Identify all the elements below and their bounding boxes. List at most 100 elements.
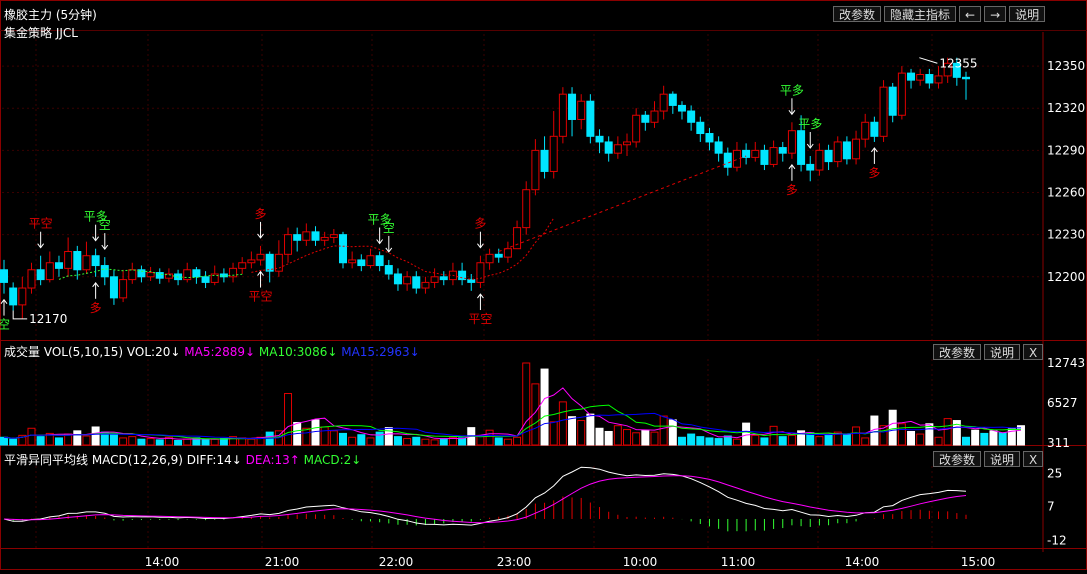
- volume-bar-down: [412, 436, 421, 446]
- trend-line: [58, 268, 243, 280]
- time-axis-label: 14:00: [845, 555, 880, 569]
- volume-modify-params-button[interactable]: 改参数: [933, 344, 982, 360]
- volume-bar-up: [18, 434, 27, 446]
- volume-bar-up: [650, 431, 659, 446]
- volume-help-button[interactable]: 说明: [984, 344, 1021, 360]
- time-axis-label: 22:00: [379, 555, 414, 569]
- macd-close-button[interactable]: X: [1023, 451, 1044, 467]
- candle-down: [797, 130, 806, 165]
- volume-bar-down: [742, 422, 751, 446]
- volume-bar-down: [458, 437, 467, 446]
- candle-down: [962, 76, 970, 80]
- time-axis-label: 10:00: [623, 555, 658, 569]
- price-tick-label: 12260: [1047, 186, 1085, 200]
- volume-bar-down: [824, 434, 833, 446]
- candle-down: [568, 93, 577, 120]
- volume-bar-up: [522, 362, 531, 446]
- macd-tick-label: 7: [1047, 499, 1055, 513]
- candle-up: [916, 74, 925, 81]
- volume-bar-up: [403, 438, 412, 446]
- candle-down: [338, 234, 347, 264]
- prev-button[interactable]: ←: [959, 6, 982, 22]
- candle-up: [522, 189, 531, 229]
- candle-up: [421, 281, 430, 289]
- volume-bar-up: [852, 426, 861, 446]
- volume-bar-up: [632, 432, 641, 446]
- macd-modify-params-button[interactable]: 改参数: [933, 451, 982, 467]
- candle-down: [870, 121, 879, 137]
- candle-up: [943, 62, 952, 77]
- volume-close-button[interactable]: X: [1023, 344, 1044, 360]
- volume-ma5-line: [3, 387, 1022, 440]
- help-button[interactable]: 说明: [1009, 6, 1046, 22]
- volume-bar-up: [558, 401, 567, 446]
- time-axis-label: 23:00: [497, 555, 532, 569]
- volume-bar-up: [531, 383, 540, 446]
- volume-bar-down: [696, 436, 705, 446]
- candle-up: [852, 138, 861, 160]
- volume-bar-up: [128, 436, 137, 446]
- candle-up: [934, 75, 943, 84]
- candle-down: [696, 121, 705, 135]
- next-button[interactable]: →: [984, 6, 1007, 22]
- trade-signal-label: 空: [383, 221, 395, 235]
- volume-ma10-line: [3, 404, 1022, 440]
- volume-bar-down: [962, 436, 970, 446]
- volume-bar-up: [549, 421, 558, 446]
- volume-bar-down: [907, 430, 916, 446]
- hide-main-indicator-button[interactable]: 隐藏主指标: [884, 6, 957, 22]
- candle-up: [485, 253, 494, 264]
- volume-bar-down: [980, 432, 989, 446]
- modify-params-button[interactable]: 改参数: [833, 6, 882, 22]
- candle-up: [751, 149, 760, 158]
- candle-up: [531, 149, 540, 191]
- candle-down: [641, 114, 650, 123]
- volume-bar-up: [183, 438, 192, 446]
- macd-help-button[interactable]: 说明: [984, 451, 1021, 467]
- signal-arrowhead: [385, 247, 393, 253]
- candle-down: [714, 141, 723, 154]
- candle-up: [897, 72, 906, 116]
- volume-bar-up: [45, 432, 54, 446]
- volume-bar-down: [439, 438, 448, 446]
- price-tick-label: 12350: [1047, 59, 1085, 73]
- volume-bar-up: [787, 434, 796, 446]
- candle-up: [558, 93, 567, 137]
- volume-bar-up: [421, 438, 430, 446]
- volume-bar-up: [613, 425, 622, 446]
- candle-down: [393, 273, 402, 285]
- candle-up: [623, 141, 632, 146]
- candle-down: [687, 110, 696, 123]
- volume-bar-down: [971, 429, 980, 446]
- candle-down: [723, 152, 732, 168]
- candle-down: [0, 269, 8, 283]
- candle-down: [192, 269, 201, 278]
- candle-up: [229, 267, 238, 278]
- volume-bar-down: [952, 420, 961, 446]
- volume-panel-title: 成交量 VOL(5,10,15) VOL:20↓ MA5:2889↓ MA10:…: [4, 343, 420, 360]
- time-axis-label: 21:00: [265, 555, 300, 569]
- candle-down: [155, 272, 164, 279]
- macd-value-label: MACD:2↓: [303, 453, 362, 467]
- candle-down: [705, 133, 714, 143]
- volume-bar-down: [311, 419, 320, 446]
- volume-bar-up: [320, 426, 329, 446]
- trade-signal-label: 平空: [468, 312, 492, 326]
- candle-up: [64, 251, 73, 269]
- volume-bar-up: [659, 415, 668, 446]
- candle-down: [384, 265, 393, 275]
- candle-down: [540, 149, 549, 172]
- candle-down: [806, 163, 815, 171]
- signal-arrowhead: [0, 298, 8, 304]
- volume-tick-label: 12743: [1047, 356, 1085, 370]
- trade-signal-label: 空: [0, 318, 10, 332]
- candle-down: [311, 231, 320, 241]
- volume-bar-up: [769, 425, 778, 446]
- volume-tick-label: 6527: [1047, 396, 1078, 410]
- volume-bar-down: [375, 431, 384, 446]
- volume-bar-up: [366, 437, 375, 446]
- candle-up: [613, 144, 622, 154]
- volume-bar-up: [27, 427, 36, 446]
- candle-up: [146, 272, 155, 278]
- candle-down: [100, 265, 109, 278]
